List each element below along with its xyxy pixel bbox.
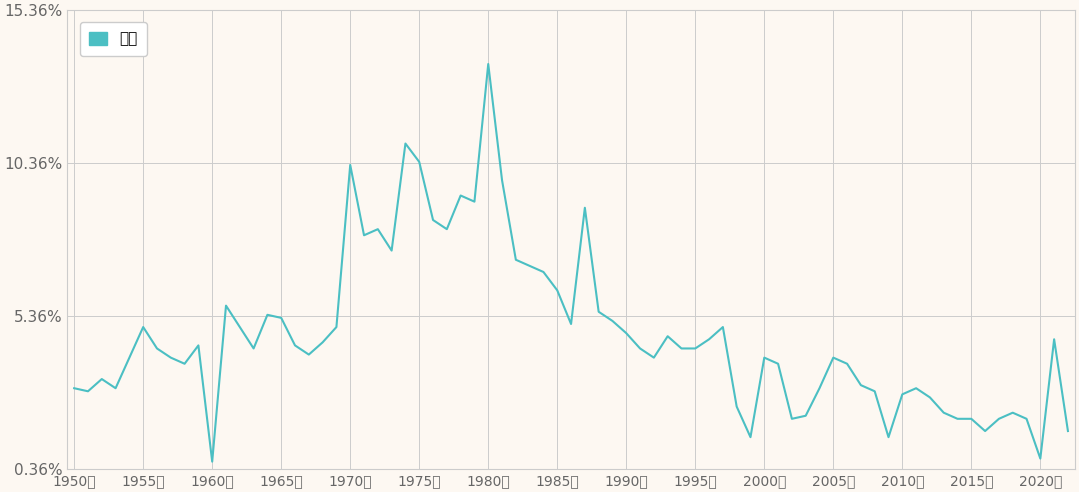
Legend: 挑威: 挑威 — [80, 23, 147, 56]
